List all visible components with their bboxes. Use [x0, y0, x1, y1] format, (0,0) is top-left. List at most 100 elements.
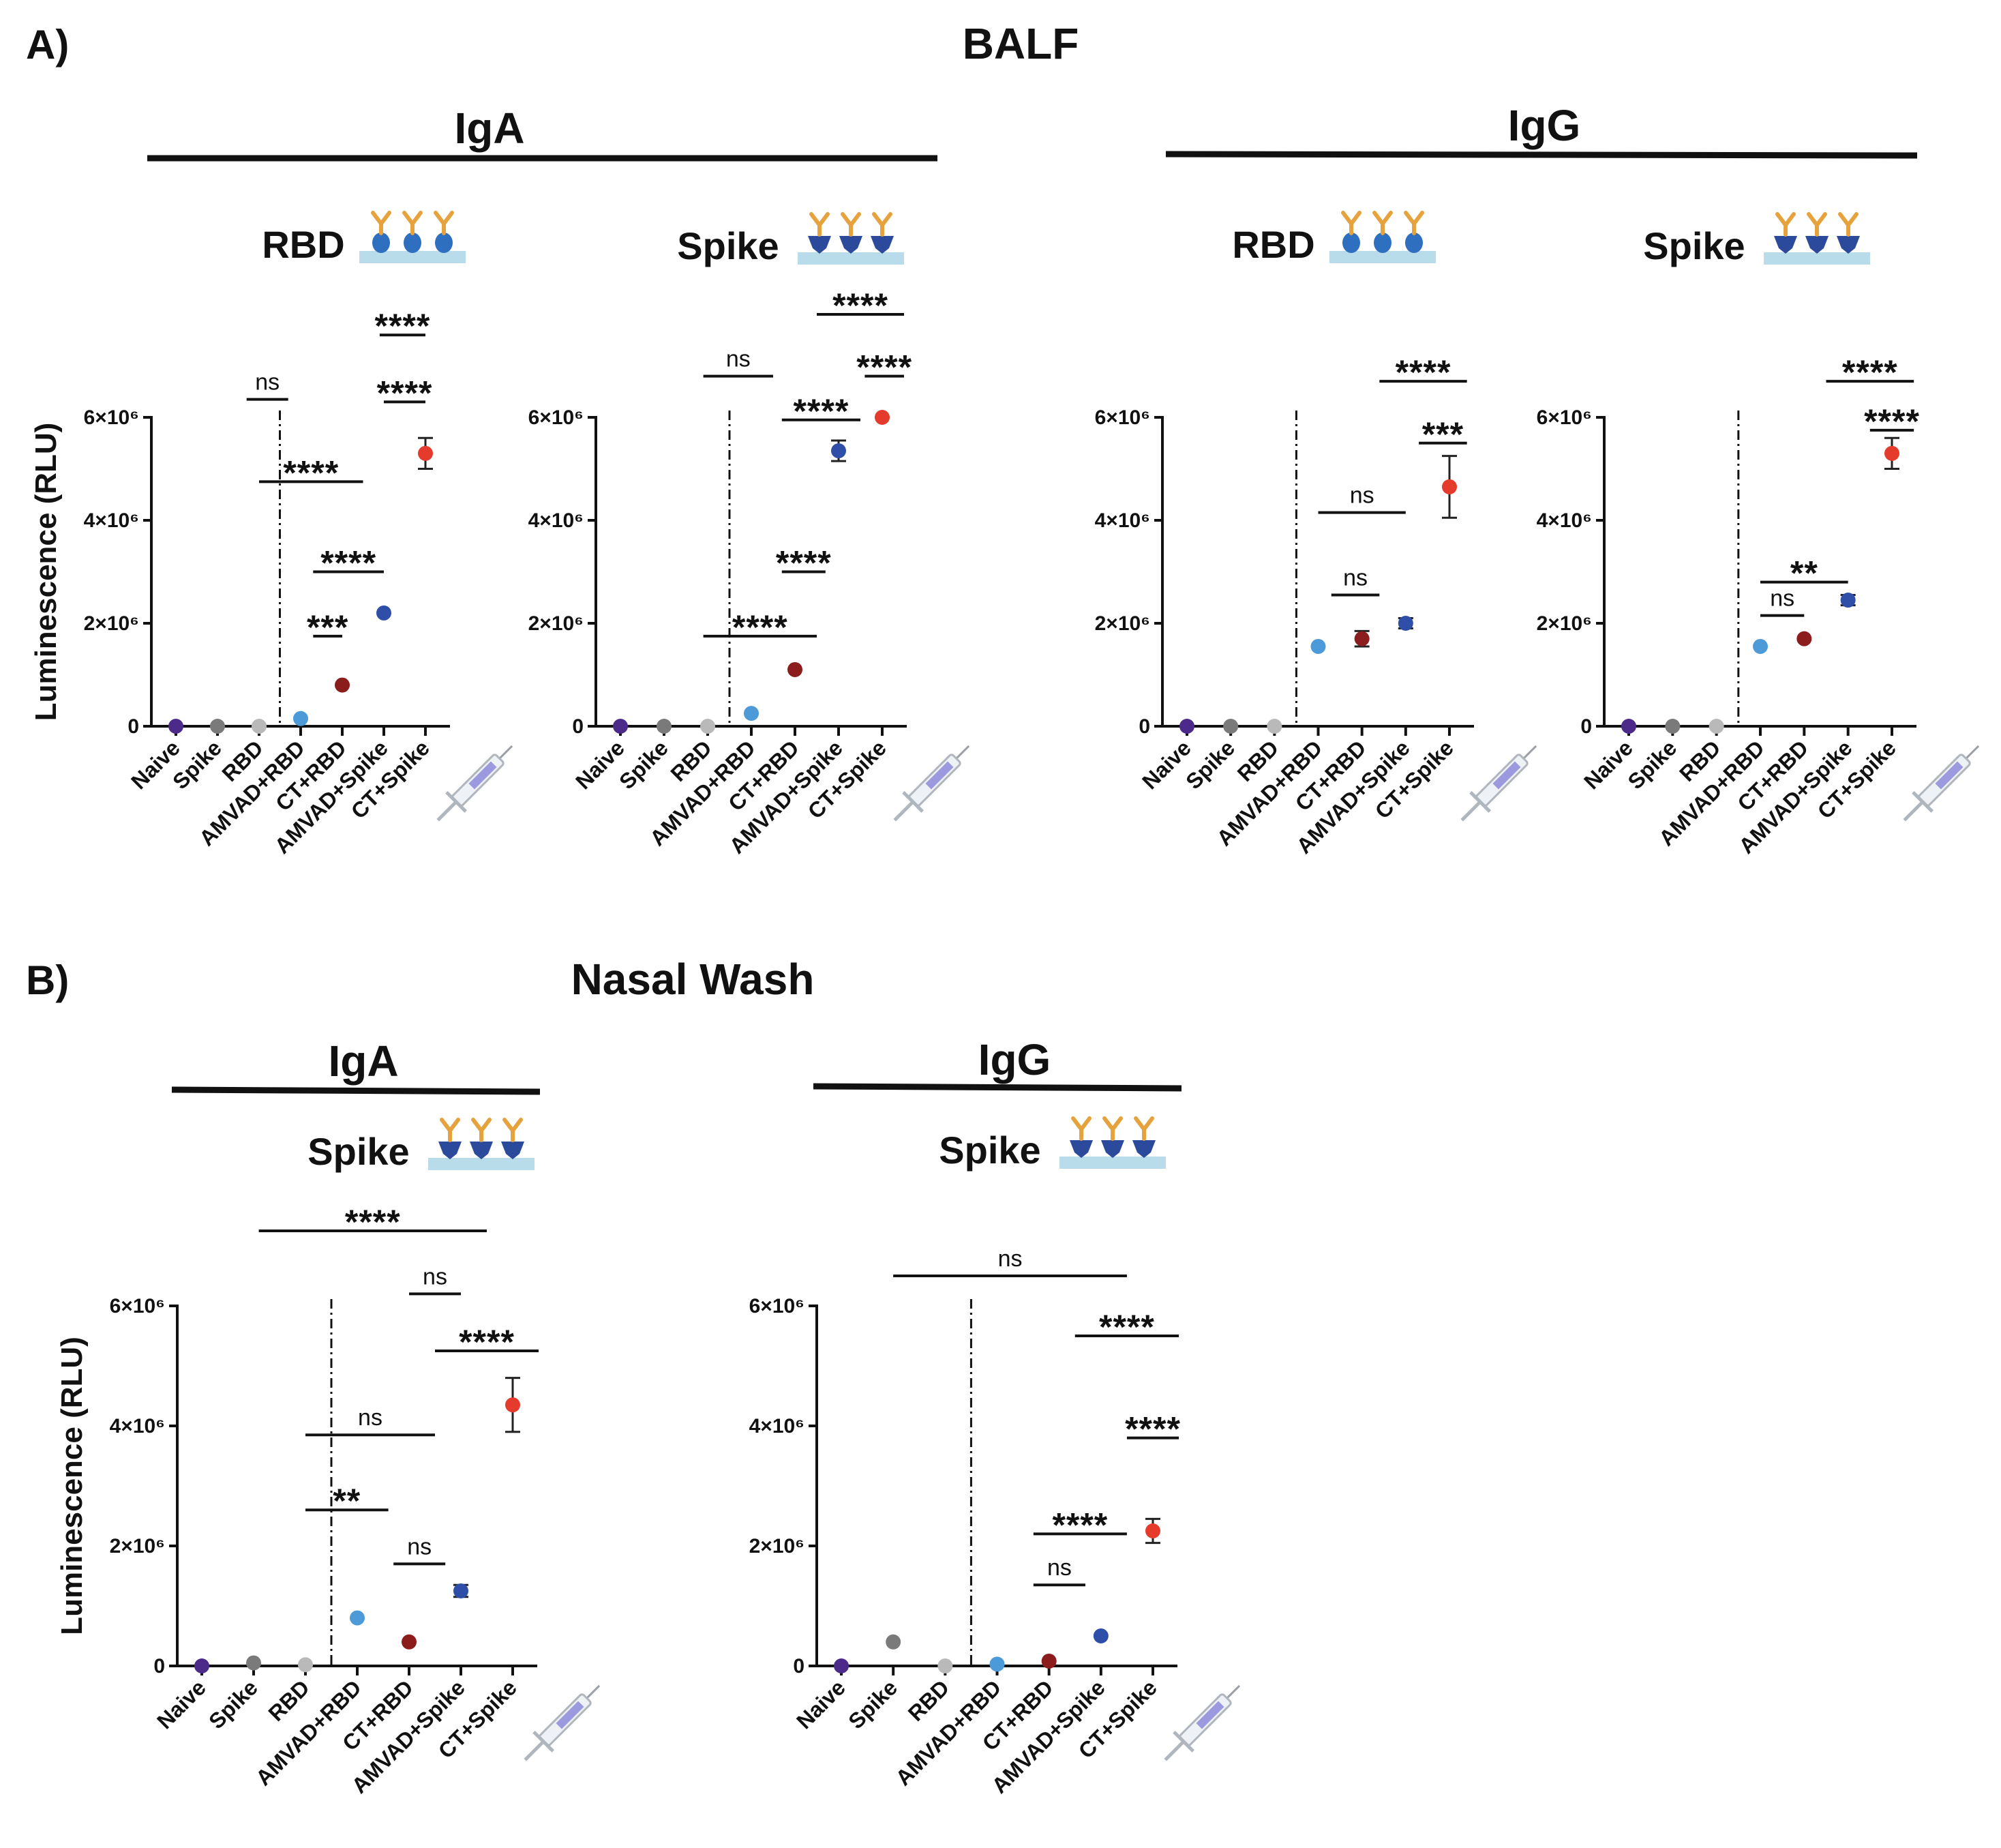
rbd-protein-icon [1374, 233, 1391, 253]
x-tick-label: Naive [571, 735, 629, 794]
x-tick-label: Naive [152, 1675, 211, 1733]
rbd-protein-icon [435, 233, 453, 253]
antibody-icon [841, 212, 861, 237]
significance-label: **** [793, 392, 849, 430]
balf-igg-spike-antigen-icon [1764, 212, 1870, 265]
data-point [1179, 719, 1194, 734]
significance-label: *** [1422, 415, 1464, 453]
significance-label: ns [1350, 483, 1374, 509]
x-tick-label: Spike [204, 1675, 262, 1733]
y-tick-label: 4×10⁶ [1095, 509, 1150, 532]
y-tick-label: 0 [1139, 715, 1150, 738]
spike-protein-icon [1837, 236, 1860, 254]
data-point [350, 1610, 365, 1626]
nasal-igg-spike-syringe-icon [1164, 1684, 1241, 1761]
antibody-icon [1807, 212, 1827, 237]
antibody-icon [1071, 1116, 1092, 1141]
group-title-nasal-iga: IgA [328, 1037, 398, 1086]
balf-igg-rbd-syringe-icon [1460, 745, 1537, 822]
syringe-plunger [1460, 801, 1481, 822]
x-tick-label: Naive [1137, 735, 1196, 794]
data-point [886, 1634, 901, 1650]
spike-protein-icon [438, 1142, 462, 1159]
syringe-flange [1912, 791, 1934, 813]
syringe-needle [498, 745, 513, 760]
well-plate-icon [798, 252, 904, 265]
data-point [989, 1656, 1005, 1672]
data-point [744, 706, 759, 721]
well-plate-icon [428, 1158, 535, 1170]
significance-label: **** [283, 453, 339, 492]
y-tick-label: 0 [127, 715, 139, 738]
balf-iga-rbd-antigen-icon [359, 211, 466, 263]
antibody-icon [1838, 212, 1859, 237]
y-tick-label: 0 [793, 1655, 804, 1678]
antibody-icon [502, 1118, 523, 1142]
syringe-fluid [1492, 761, 1521, 790]
panel-b-title: Nasal Wash [571, 955, 815, 1004]
antibody-icon [1775, 212, 1796, 237]
syringe-flange [1173, 1731, 1194, 1753]
syringe-fluid [1196, 1701, 1224, 1729]
significance-label: **** [320, 544, 376, 582]
data-point [402, 1634, 417, 1650]
data-point [875, 410, 890, 425]
syringe-fluid [468, 761, 497, 790]
significance-label: **** [1125, 1410, 1181, 1448]
data-point [293, 711, 308, 726]
chart-title: Spike [939, 1129, 1040, 1172]
y-tick-label: 6×10⁶ [1095, 406, 1150, 429]
rbd-protein-icon [1405, 233, 1423, 253]
significance-label: ns [255, 370, 280, 396]
y-tick-label: 2×10⁶ [528, 612, 584, 635]
data-point [298, 1657, 313, 1673]
data-point [1223, 719, 1239, 734]
spike-protein-icon [501, 1142, 524, 1159]
antibody-icon [440, 1118, 460, 1142]
data-point [1621, 719, 1636, 734]
data-point [1709, 719, 1724, 734]
spike-protein-icon [1070, 1140, 1093, 1158]
rbd-protein-icon [372, 233, 390, 253]
balf-igg-spike-syringe-icon [1903, 745, 1980, 822]
significance-label: **** [832, 286, 888, 325]
antibody-icon [471, 1118, 492, 1142]
y-axis-label: Luminescence (RLU) [55, 1337, 89, 1635]
syringe-fluid [925, 761, 954, 790]
y-tick-label: 6×10⁶ [84, 406, 139, 429]
group-title-balf-igg: IgG [1508, 101, 1581, 150]
significance-label: **** [1099, 1308, 1155, 1346]
group-rule-nasal-igg [813, 1083, 1182, 1092]
significance-label: **** [1864, 402, 1920, 441]
syringe-plunger [1164, 1740, 1185, 1761]
spike-protein-icon [1805, 236, 1829, 254]
data-point [1041, 1653, 1057, 1669]
y-tick-label: 2×10⁶ [84, 612, 139, 635]
syringe-plunger [893, 801, 914, 822]
y-tick-label: 0 [1580, 715, 1592, 738]
syringe-plunger [436, 801, 457, 822]
data-point [376, 605, 391, 621]
data-point [787, 661, 802, 677]
data-point [937, 1658, 953, 1673]
data-point [613, 719, 628, 734]
data-point [831, 443, 846, 459]
significance-label: **** [1052, 1506, 1108, 1544]
well-plate-icon [1059, 1157, 1166, 1169]
significance-label: *** [307, 608, 348, 646]
x-tick-label: Spike [168, 735, 226, 794]
syringe-needle [586, 1684, 601, 1699]
x-tick-label: Spike [843, 1675, 902, 1733]
chart-title: RBD [262, 223, 344, 266]
x-tick-label: Spike [614, 735, 673, 794]
data-point [700, 719, 715, 734]
spike-protein-icon [1132, 1140, 1156, 1158]
significance-label: **** [732, 608, 788, 646]
data-point [418, 445, 433, 461]
charts-layer: RBD 0 2×10⁶ 4×10⁶ 6×10⁶ Luminescence (RLU) Nai… [29, 211, 1980, 1798]
data-point [1093, 1628, 1109, 1643]
data-point [1442, 479, 1457, 494]
data-point [246, 1655, 261, 1671]
significance-label: ns [1770, 586, 1794, 612]
